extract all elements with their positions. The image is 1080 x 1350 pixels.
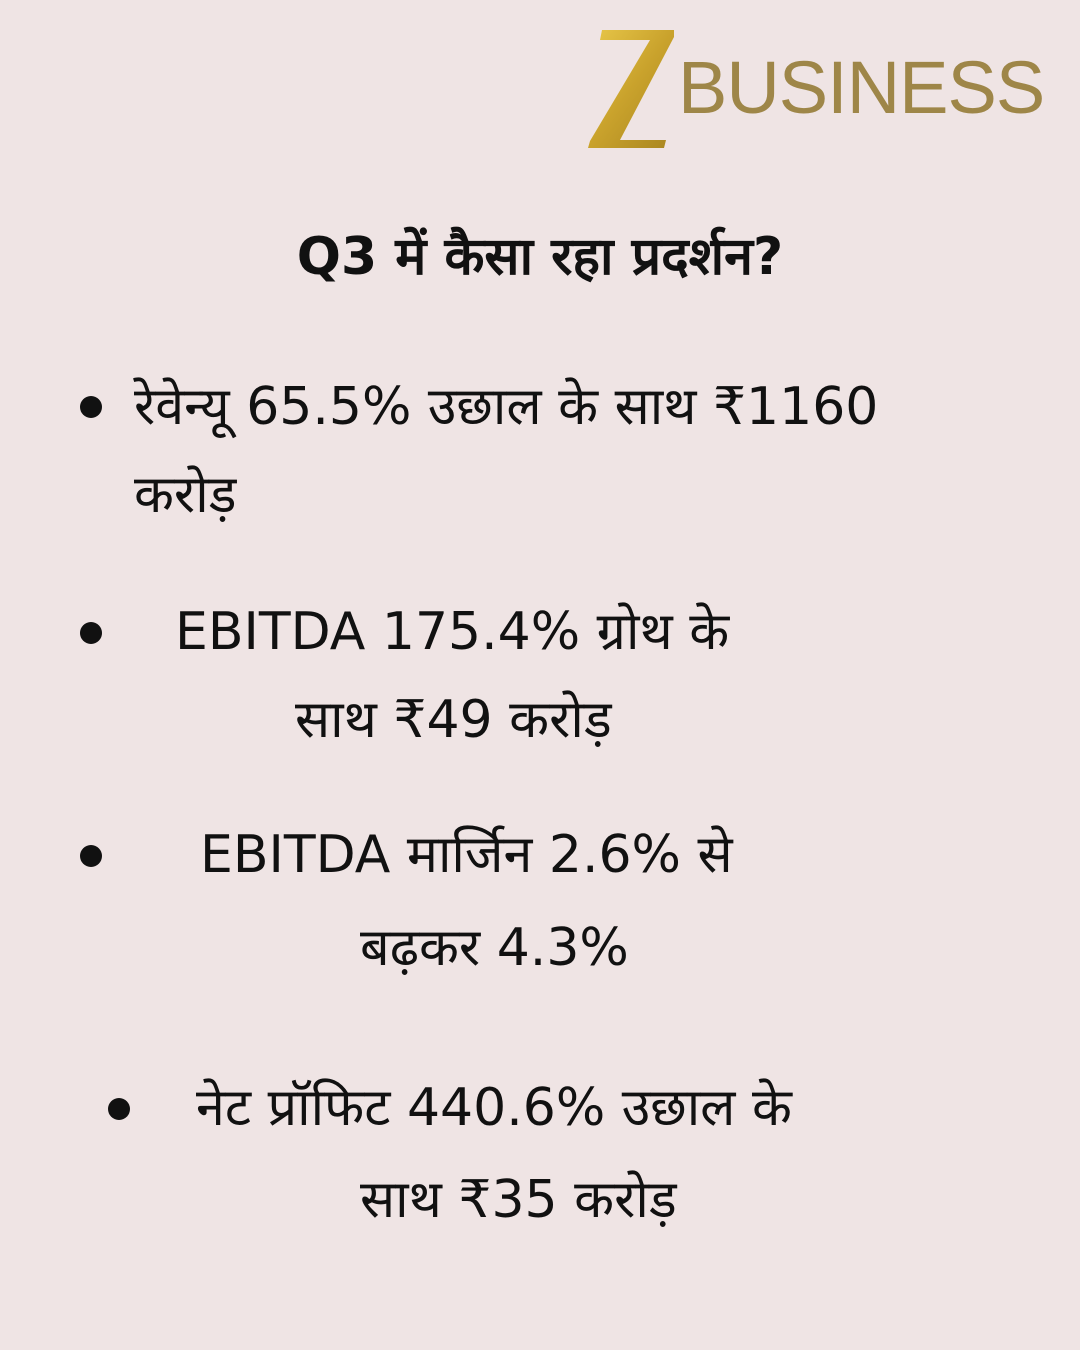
bullet-profit-line1: नेट प्रॉफिट 440.6% उछाल के (196, 1078, 792, 1138)
bullet-margin-line1: EBITDA मार्जिन 2.6% से (200, 825, 733, 885)
zee-business-logo: BUSINESS (582, 22, 1045, 152)
bullet-ebitda-line2: साथ ₹49 करोड़ (295, 690, 612, 750)
page-title: Q3 में कैसा रहा प्रदर्शन? (296, 227, 784, 287)
bullet-profit-line2: साथ ₹35 करोड़ (360, 1170, 677, 1230)
bullet-revenue-line1: रेवेन्यू 65.5% उछाल के साथ ₹1160 (134, 377, 879, 437)
bullet-ebitda-line1: EBITDA 175.4% ग्रोथ के (175, 602, 730, 662)
bullet-margin-line2: बढ़कर 4.3% (360, 918, 629, 978)
bullet-revenue-line2: करोड़ (134, 465, 237, 525)
bullet-marker (108, 1098, 130, 1120)
bullet-marker (80, 845, 102, 867)
z-logo-mark (588, 30, 674, 148)
bullet-marker (80, 396, 102, 418)
bullet-marker (80, 622, 102, 644)
logo-wordmark: BUSINESS (678, 46, 1045, 129)
